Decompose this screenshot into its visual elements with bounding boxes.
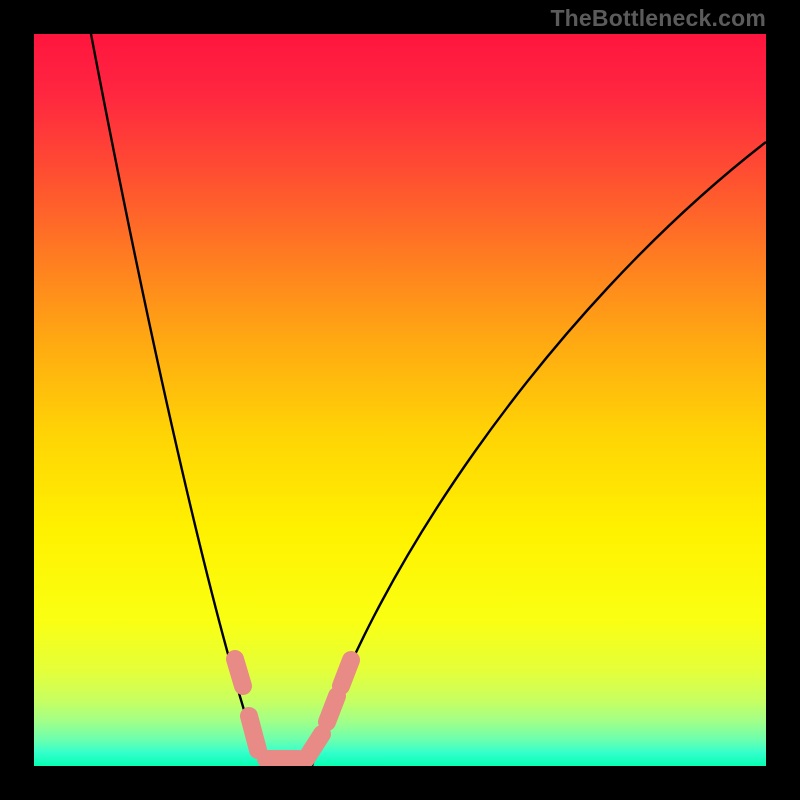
- highlight-segment: [341, 660, 351, 686]
- bottleneck-curve-right: [312, 142, 766, 766]
- highlight-segment: [235, 659, 243, 686]
- plot-area: [34, 34, 766, 766]
- highlight-segment: [306, 734, 322, 759]
- watermark-text: TheBottleneck.com: [550, 5, 766, 32]
- highlight-segment: [249, 716, 258, 750]
- curve-layer: [34, 34, 766, 766]
- stage: TheBottleneck.com: [0, 0, 800, 800]
- highlight-segment: [327, 696, 337, 722]
- highlight-segments: [235, 659, 351, 759]
